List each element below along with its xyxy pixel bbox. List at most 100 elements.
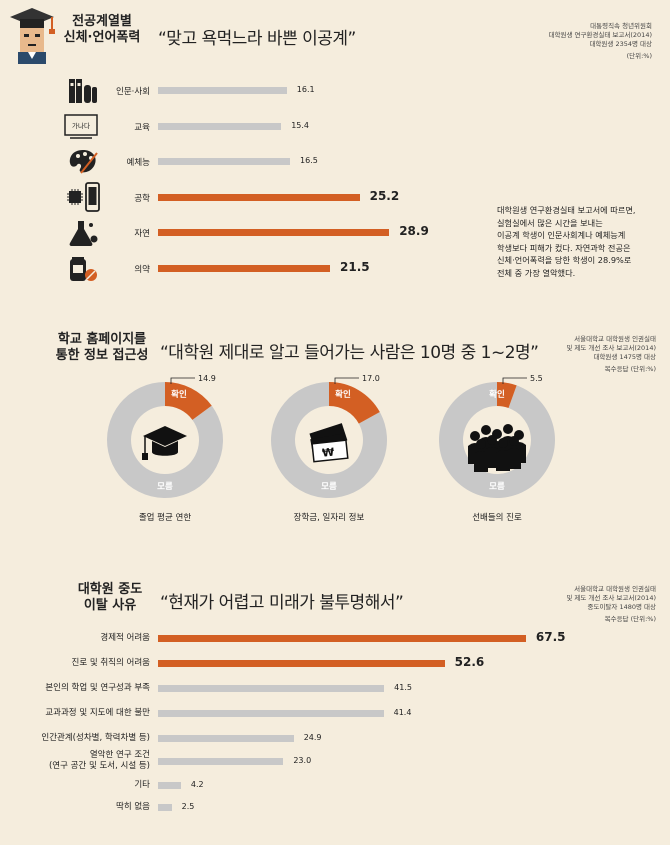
source-line: 대학원생 연구환경실태 보고서(2014) bbox=[548, 31, 653, 39]
note-line: 실험실에서 많은 시간을 보내는 bbox=[497, 217, 603, 228]
bar-category-label-line: 열악한 연구 조건 bbox=[89, 750, 150, 760]
donut-known-label: 확인 bbox=[171, 389, 187, 400]
section1-title-line2: 신체·언어폭력 bbox=[63, 30, 141, 45]
note-line: 대학원생 연구환경실태 보고서에 따르면, bbox=[497, 205, 636, 215]
donut-icon: ₩ bbox=[309, 423, 349, 463]
bar-value-label: 52.6 bbox=[454, 655, 485, 669]
donut-unknown-label: 모름 bbox=[157, 481, 173, 492]
bar bbox=[158, 685, 385, 692]
section2-title: 학교 홈페이지를 통한 정보 접근성 bbox=[46, 332, 158, 364]
bar bbox=[158, 193, 360, 201]
blackboard-text: 가나다 bbox=[72, 121, 90, 130]
bar bbox=[158, 229, 390, 236]
donut-known-label: 확인 bbox=[335, 389, 351, 400]
section2-source: 서울대학교 대학원생 인권실태 및 제도 개선 조사 보고서(2014) 대학원… bbox=[566, 335, 656, 374]
donut-caption: 졸업 평균 연한 bbox=[139, 512, 192, 523]
note-line: 학생보다 피해가 컸다. 자연과학 전공은 bbox=[497, 242, 631, 253]
donut-slice-known bbox=[329, 382, 380, 424]
donut-leader-line bbox=[170, 377, 195, 384]
bar-category-label-line: 본인의 학업 및 연구성과 부족 bbox=[45, 683, 150, 693]
bar bbox=[158, 660, 445, 667]
smartphone-chip-icon bbox=[66, 182, 100, 212]
source-line: 서울대학교 대학원생 인권실태 bbox=[574, 585, 656, 593]
books-icon bbox=[66, 77, 100, 105]
section3-quote: “현재가 어렵고 미래가 불투명해서” bbox=[160, 593, 404, 613]
bar-category-label-line: 교과과정 및 지도에 대한 불만 bbox=[45, 708, 150, 718]
bar-category-label: 자연 bbox=[134, 229, 150, 239]
bar-category-label: 교과과정 및 지도에 대한 불만 bbox=[45, 708, 150, 719]
source-line: 대학원생 2354명 대상 bbox=[589, 40, 652, 48]
source-line: 대학원생 1475명 대상 bbox=[593, 353, 656, 361]
note-line: 이공계 학생이 인문사회계나 예체능계 bbox=[497, 230, 626, 240]
bar bbox=[158, 122, 282, 130]
bar-value-label: 23.0 bbox=[293, 756, 312, 765]
crowd-person bbox=[503, 424, 513, 434]
donut-slice-known bbox=[165, 382, 212, 420]
bar-value-label: 24.9 bbox=[303, 733, 322, 742]
bar bbox=[158, 804, 172, 811]
bar-category-label: 경제적 어려움 bbox=[100, 633, 150, 644]
donut-caption: 장학금, 일자리 정보 bbox=[294, 512, 365, 523]
bar-value-label: 15.4 bbox=[291, 120, 309, 130]
donut-slice-unknown bbox=[271, 382, 387, 498]
bar-value-label: 16.1 bbox=[296, 85, 315, 94]
bar-category-label: 교육 bbox=[134, 122, 150, 133]
bar-category-label: 인문·사회 bbox=[116, 87, 150, 97]
donut-leader-line bbox=[502, 377, 527, 384]
donut-slice-unknown bbox=[439, 382, 555, 498]
source-line: 서울대학교 대학원생 인권실태 bbox=[574, 335, 656, 343]
source-line: 복수응답 (단위:%) bbox=[604, 365, 656, 373]
bar-value-label: 21.5 bbox=[340, 259, 370, 274]
palette-icon bbox=[66, 147, 100, 175]
crowd-person bbox=[498, 438, 508, 448]
bar-category-label: 딱히 없음 bbox=[116, 802, 150, 813]
section2-title-line1: 학교 홈페이지를 bbox=[57, 332, 147, 347]
source-line: 및 제도 개선 조사 보고서(2014) bbox=[566, 594, 656, 602]
bar-category-label-line: 기타 bbox=[134, 780, 150, 790]
donut-caption: 선배들의 진로 bbox=[472, 512, 522, 523]
avatar-icon bbox=[8, 6, 56, 64]
bar-category-label: 열악한 연구 조건 (연구 공간 및 도서, 시설 등) bbox=[49, 750, 150, 772]
donut-value-label: 14.9 bbox=[198, 374, 216, 383]
bar bbox=[158, 710, 384, 717]
bar bbox=[158, 735, 294, 742]
bar-category-label: 의약 bbox=[134, 264, 150, 275]
bar bbox=[158, 635, 526, 642]
donut-icon bbox=[468, 424, 526, 472]
bar-value-label: 4.2 bbox=[190, 780, 204, 789]
bar bbox=[158, 264, 330, 272]
bar-value-label: 16.5 bbox=[300, 156, 318, 165]
section1-quote: “맞고 욕먹느라 바쁜 이공계” bbox=[158, 29, 356, 49]
donut-unknown-label: 모름 bbox=[489, 481, 505, 492]
source-line: 대통령직속 청년위원회 bbox=[590, 22, 652, 30]
donut-slice-unknown bbox=[107, 382, 223, 498]
bar bbox=[158, 87, 287, 94]
bar bbox=[158, 758, 284, 765]
bar-value-label: 67.5 bbox=[535, 630, 566, 644]
source-line: 및 제도 개선 조사 보고서(2014) bbox=[566, 344, 656, 352]
donut-icon bbox=[142, 426, 187, 460]
section2-quote: “대학원 제대로 알고 들어가는 사람은 10명 중 1~2명” bbox=[160, 343, 539, 363]
crowd-person bbox=[509, 436, 519, 446]
bar bbox=[158, 782, 181, 789]
section1-title: 전공계열별 신체·언어폭력 bbox=[62, 14, 142, 46]
bar-category-label-line: 인간관계(성차별, 학력차별 등) bbox=[41, 733, 150, 743]
bar-value-label: 41.5 bbox=[394, 683, 412, 692]
flask-icon bbox=[66, 219, 100, 247]
crowd-person bbox=[481, 425, 491, 435]
bar-category-label-line: 딱히 없음 bbox=[116, 802, 150, 812]
source-line: 복수응답 (단위:%) bbox=[604, 615, 656, 623]
section1-title-line1: 전공계열별 bbox=[72, 14, 132, 29]
bar bbox=[158, 158, 290, 165]
source-line: (단위:%) bbox=[626, 52, 652, 60]
bar-category-label: 기타 bbox=[134, 780, 150, 791]
section3-source: 서울대학교 대학원생 인권실태 및 제도 개선 조사 보고서(2014) 중도이… bbox=[566, 585, 656, 624]
source-line: 중도이탈자 1480명 대상 bbox=[587, 603, 656, 611]
bar-category-label: 본인의 학업 및 연구성과 부족 bbox=[45, 683, 150, 694]
graduation-cap-icon bbox=[143, 426, 187, 446]
bar-category-label: 공학 bbox=[134, 193, 150, 204]
donut-unknown-label: 모름 bbox=[321, 481, 337, 492]
crowd-icon bbox=[470, 431, 480, 441]
crowd-person bbox=[487, 435, 497, 445]
